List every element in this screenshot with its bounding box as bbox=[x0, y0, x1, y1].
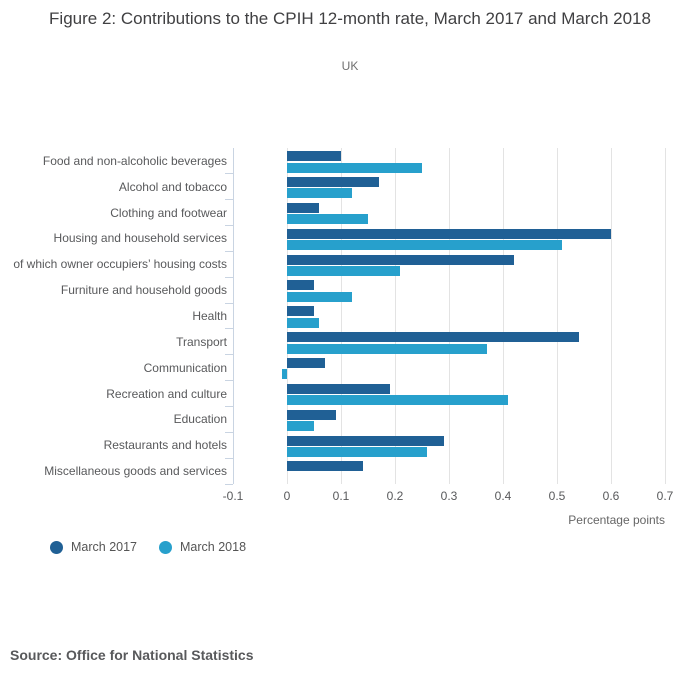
y-axis-tick bbox=[225, 431, 233, 433]
legend: March 2017 March 2018 bbox=[50, 540, 246, 554]
y-axis-tick bbox=[225, 380, 233, 382]
gridline bbox=[664, 148, 666, 484]
bar-march-2018-recreation-and-culture bbox=[287, 395, 509, 406]
y-axis-tick bbox=[225, 302, 233, 304]
legend-swatch-march-2017 bbox=[50, 540, 63, 554]
bar-march-2018-of-which-owner-occupiers-housing-costs bbox=[287, 266, 401, 276]
bar-march-2018-food-and-non-alcoholic-beverages bbox=[287, 162, 422, 173]
source-note: Source: Office for National Statistics bbox=[10, 647, 254, 663]
legend-item-march-2017: March 2017 bbox=[50, 540, 137, 554]
bar-march-2017-miscellaneous-goods-and-services bbox=[287, 461, 363, 472]
legend-swatch-march-2018 bbox=[159, 540, 173, 554]
y-axis-tick bbox=[225, 173, 233, 175]
x-tick-label: 0.1 bbox=[332, 489, 350, 503]
x-axis-title: Percentage points bbox=[568, 513, 665, 527]
bar-march-2018-health bbox=[287, 317, 320, 328]
legend-label-march-2017: March 2017 bbox=[71, 540, 138, 554]
y-axis-tick bbox=[225, 405, 233, 407]
gridline bbox=[340, 148, 342, 484]
bar-march-2017-health bbox=[287, 306, 314, 317]
category-label: Restaurants and hotels bbox=[103, 438, 227, 453]
bar-march-2017-food-and-non-alcoholic-beverages bbox=[287, 151, 341, 162]
category-label: Food and non-alcoholic beverages bbox=[42, 153, 227, 168]
x-tick-label: 0.2 bbox=[386, 489, 404, 503]
bar-march-2017-communication bbox=[287, 358, 325, 368]
bar-march-2017-furniture-and-household-goods bbox=[287, 280, 314, 291]
x-tick-label: 0.3 bbox=[440, 489, 458, 503]
bar-march-2017-alcohol-and-tobacco bbox=[287, 177, 379, 187]
category-label: Recreation and culture bbox=[106, 386, 227, 401]
y-axis-tick bbox=[225, 225, 233, 227]
legend-label-march-2018: March 2018 bbox=[180, 540, 247, 554]
gridline bbox=[502, 148, 504, 484]
y-axis-tick bbox=[225, 354, 233, 356]
gridline bbox=[394, 148, 396, 484]
bar-march-2018-alcohol-and-tobacco bbox=[287, 188, 352, 199]
category-label: Furniture and household goods bbox=[60, 283, 227, 298]
bar-march-2017-of-which-owner-occupiers-housing-costs bbox=[287, 254, 514, 265]
bar-march-2017-recreation-and-culture bbox=[287, 383, 390, 394]
gridline bbox=[448, 148, 450, 484]
plot-area bbox=[225, 148, 666, 485]
x-tick-label: 0.7 bbox=[656, 489, 674, 503]
category-label: Alcohol and tobacco bbox=[118, 179, 227, 194]
y-axis-tick bbox=[225, 328, 233, 330]
bar-march-2017-education bbox=[287, 409, 336, 420]
x-tick-label: 0.6 bbox=[602, 489, 620, 503]
bar-march-2018-housing-and-household-services bbox=[287, 240, 563, 251]
category-label: Miscellaneous goods and services bbox=[44, 464, 227, 479]
y-axis-tick bbox=[225, 250, 233, 252]
y-axis-tick bbox=[225, 457, 233, 459]
bar-march-2017-clothing-and-footwear bbox=[287, 202, 320, 213]
category-label: Health bbox=[192, 309, 227, 323]
chart-subtitle: UK bbox=[341, 59, 359, 73]
gridline bbox=[610, 148, 612, 484]
bar-march-2017-restaurants-and-hotels bbox=[287, 435, 444, 446]
bar-march-2017-transport bbox=[287, 332, 579, 343]
bar-march-2017-housing-and-household-services bbox=[287, 228, 611, 239]
chart-title: Figure 2: Contributions to the CPIH 12-m… bbox=[49, 9, 651, 28]
x-tick-label: -0.1 bbox=[222, 489, 244, 503]
category-label: Education bbox=[173, 412, 227, 427]
x-axis-labels: -0.1 0 0.1 0.2 0.3 0.4 0.5 0.6 0.7 bbox=[223, 489, 674, 503]
bar-march-2018-furniture-and-household-goods bbox=[287, 291, 352, 302]
x-tick-label: 0.4 bbox=[494, 489, 512, 503]
y-axis-tick bbox=[225, 276, 233, 278]
gridline bbox=[556, 148, 558, 484]
category-label: Clothing and footwear bbox=[110, 205, 227, 220]
y-axis-tick bbox=[225, 199, 233, 201]
y-axis-tick bbox=[225, 483, 233, 485]
bar-march-2018-restaurants-and-hotels bbox=[287, 446, 428, 457]
category-label: Transport bbox=[176, 334, 227, 349]
category-label: of which owner occupiers’ housing costs bbox=[13, 257, 227, 272]
category-labels: Food and non-alcoholic beverages Alcohol … bbox=[0, 148, 227, 484]
bar-march-2018-communication bbox=[281, 369, 287, 380]
x-tick-label: 0 bbox=[283, 489, 291, 503]
category-label: Housing and household services bbox=[53, 231, 227, 246]
x-tick-label: 0.5 bbox=[548, 489, 566, 503]
legend-item-march-2018: March 2018 bbox=[159, 540, 246, 554]
bar-march-2018-clothing-and-footwear bbox=[287, 214, 368, 225]
bar-march-2018-education bbox=[287, 421, 314, 432]
category-label: Communication bbox=[143, 360, 227, 375]
bar-march-2018-transport bbox=[287, 343, 487, 354]
y-axis-line bbox=[233, 148, 234, 484]
